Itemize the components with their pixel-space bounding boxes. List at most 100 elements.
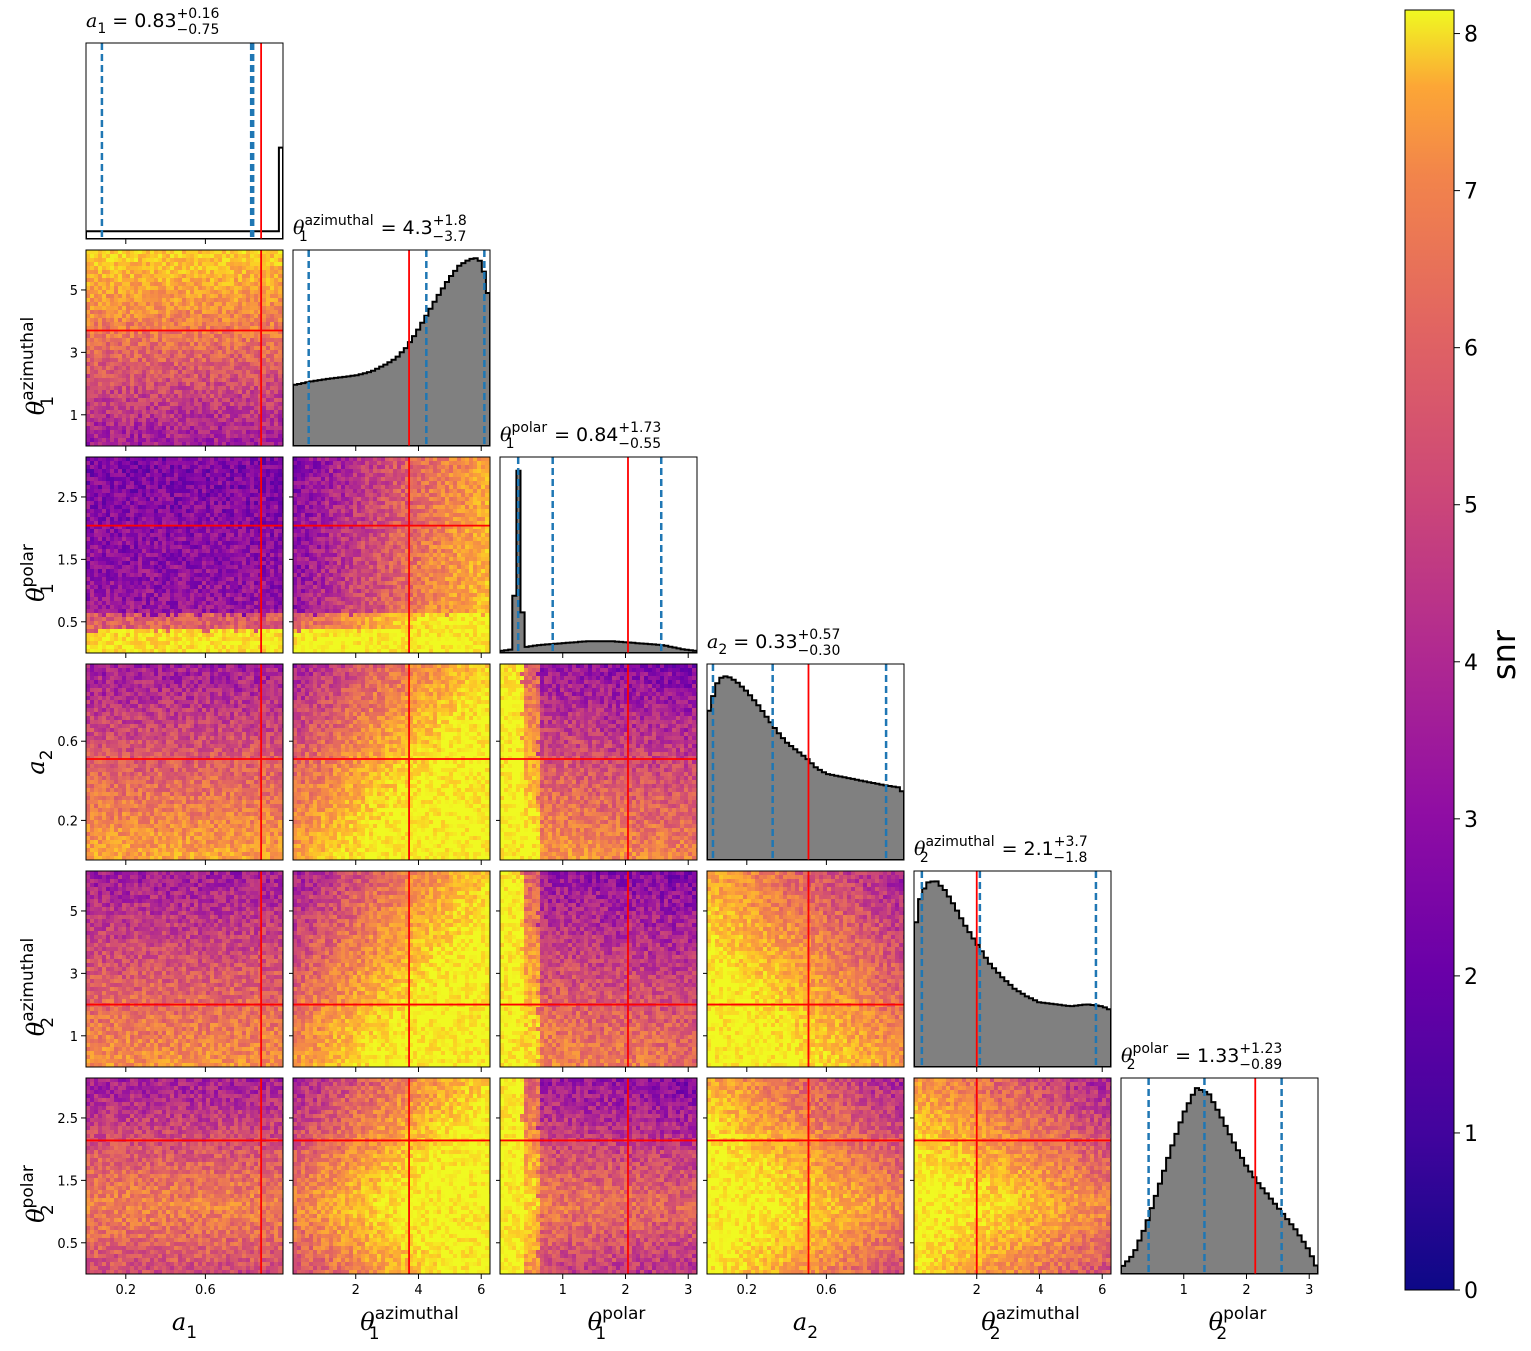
scatter-cell [186, 426, 191, 431]
scatter-cell [102, 601, 107, 606]
scatter-cell [274, 617, 279, 622]
scatter-cell [226, 278, 231, 283]
scatter-cell [222, 290, 227, 295]
scatter-cell [270, 338, 275, 343]
scatter-cell [122, 422, 127, 427]
scatter-cell [94, 250, 99, 255]
scatter-cell [202, 334, 207, 339]
scatter-cell [234, 270, 239, 275]
scatter-cell [190, 545, 195, 550]
scatter-cell [206, 362, 211, 367]
scatter-cell [425, 457, 430, 462]
scatter-cell [194, 370, 199, 375]
scatter-cell [270, 266, 275, 271]
scatter-cell [162, 601, 167, 606]
scatter-cell [238, 398, 243, 403]
scatter-cell [222, 386, 227, 391]
scatter-cell [222, 302, 227, 307]
scatter-cell [262, 366, 267, 371]
scatter-cell [170, 645, 175, 650]
scatter-cell [278, 434, 283, 439]
scatter-cell [126, 378, 131, 383]
scatter-cell [234, 541, 239, 546]
scatter-cell [246, 430, 251, 435]
scatter-cell [222, 493, 227, 498]
scatter-cell [186, 386, 191, 391]
scatter-cell [122, 298, 127, 303]
scatter-cell [238, 258, 243, 263]
scatter-cell [126, 278, 131, 283]
scatter-cell [202, 473, 207, 478]
scatter-cell [114, 422, 119, 427]
scatter-cell [126, 557, 131, 562]
scatter-cell [230, 434, 235, 439]
scatter-cell [254, 525, 259, 530]
scatter-cell [242, 262, 247, 267]
scatter-cell [202, 649, 207, 653]
scatter-cell [122, 378, 127, 383]
scatter-cell [98, 545, 103, 550]
scatter-cell [138, 310, 143, 315]
scatter-cell [166, 621, 171, 626]
scatter-cell [118, 589, 123, 594]
scatter-cell [194, 561, 199, 566]
scatter-cell [274, 262, 279, 267]
scatter-cell [218, 282, 223, 287]
scatter-cell [262, 637, 267, 642]
scatter-cell [94, 258, 99, 263]
scatter-cell [174, 533, 179, 538]
scatter-cell [106, 282, 111, 287]
scatter-cell [222, 358, 227, 363]
scatter-cell [250, 505, 255, 510]
scatter-cell [230, 414, 235, 419]
scatter-cell [190, 533, 195, 538]
scatter-cell [86, 286, 91, 291]
scatter-cell [94, 306, 99, 311]
scatter-cell [214, 374, 219, 379]
scatter-cell [154, 370, 159, 375]
scatter-cell [90, 553, 95, 558]
scatter-cell [274, 334, 279, 339]
scatter-cell [146, 298, 151, 303]
scatter-cell [174, 489, 179, 494]
scatter-cell [190, 497, 195, 502]
scatter-cell [238, 382, 243, 387]
scatter-cell [190, 306, 195, 311]
scatter-cell [98, 537, 103, 542]
scatter-cell [250, 485, 255, 490]
scatter-cell [214, 290, 219, 295]
scatter-cell [86, 461, 91, 466]
scatter-cell [102, 414, 107, 419]
scatter-cell [114, 282, 119, 287]
scatter-cell [158, 601, 163, 606]
scatter-cell [254, 617, 259, 622]
scatter-cell [130, 525, 135, 530]
scatter-cell [234, 633, 239, 638]
scatter-cell [278, 374, 283, 379]
scatter-cell [122, 414, 127, 419]
scatter-cell [226, 398, 231, 403]
scatter-cell [222, 278, 227, 283]
scatter-cell [234, 370, 239, 375]
scatter-cell [166, 338, 171, 343]
scatter-cell [246, 330, 251, 335]
scatter-cell [254, 649, 259, 653]
scatter-cell [222, 509, 227, 514]
scatter-cell [226, 461, 231, 466]
scatter-cell [134, 338, 139, 343]
scatter-cell [222, 346, 227, 351]
scatter-cell [413, 457, 418, 462]
scatter-cell [170, 557, 175, 562]
scatter-cell [158, 533, 163, 538]
scatter-cell [250, 262, 255, 267]
scatter-cell [162, 322, 167, 327]
scatter-cell [210, 593, 215, 598]
scatter-cell [110, 649, 115, 653]
scatter-cell [242, 521, 247, 526]
scatter-cell [94, 398, 99, 403]
scatter-cell [250, 414, 255, 419]
scatter-cell [238, 374, 243, 379]
scatter-cell [174, 541, 179, 546]
scatter-cell [250, 549, 255, 554]
scatter-cell [154, 386, 159, 391]
